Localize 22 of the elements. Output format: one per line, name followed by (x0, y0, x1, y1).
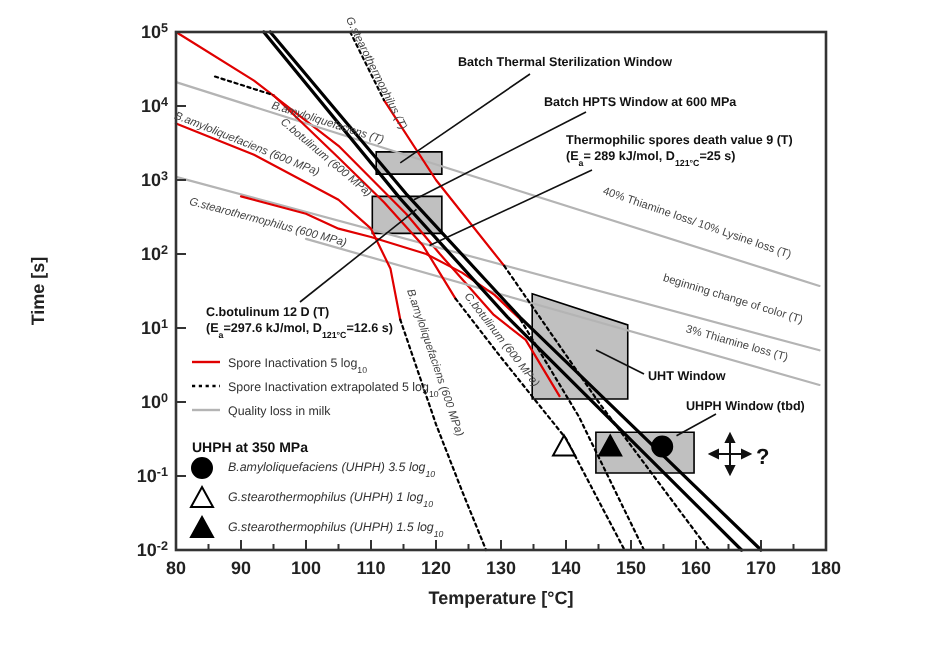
x-tick-label: 130 (485, 558, 517, 578)
x-tick-label: 180 (810, 558, 842, 578)
y-axis-title: Time [s] (28, 256, 48, 326)
x-tick-label: 150 (615, 558, 647, 578)
annotation: ? (756, 446, 770, 470)
y-tick-label: 10$^{4}$ (140, 95, 169, 116)
y-tick-label: 10$^{0}$ (140, 391, 169, 412)
x-tick-label: 170 (745, 558, 777, 578)
x-tick-label: 160 (680, 558, 712, 578)
x-tick-label: 100 (290, 558, 322, 578)
y-tick-label: 10$^{3}$ (140, 169, 169, 190)
x-tick-label: 120 (420, 558, 452, 578)
y-tick-label: 10$^{2}$ (140, 243, 169, 264)
x-axis-title: Temperature [°C] (428, 588, 574, 608)
y-tick-label: 10$^{-1}$ (136, 465, 169, 486)
y-tick-label: 10$^{1}$ (140, 317, 169, 338)
x-tick-label: 90 (230, 558, 252, 578)
x-tick-label: 80 (165, 558, 187, 578)
y-tick-label: 10$^{5}$ (140, 21, 169, 42)
x-tick-label: 110 (356, 558, 386, 578)
y-tick-label: 10$^{-2}$ (136, 539, 169, 560)
x-tick-label: 140 (550, 558, 582, 578)
